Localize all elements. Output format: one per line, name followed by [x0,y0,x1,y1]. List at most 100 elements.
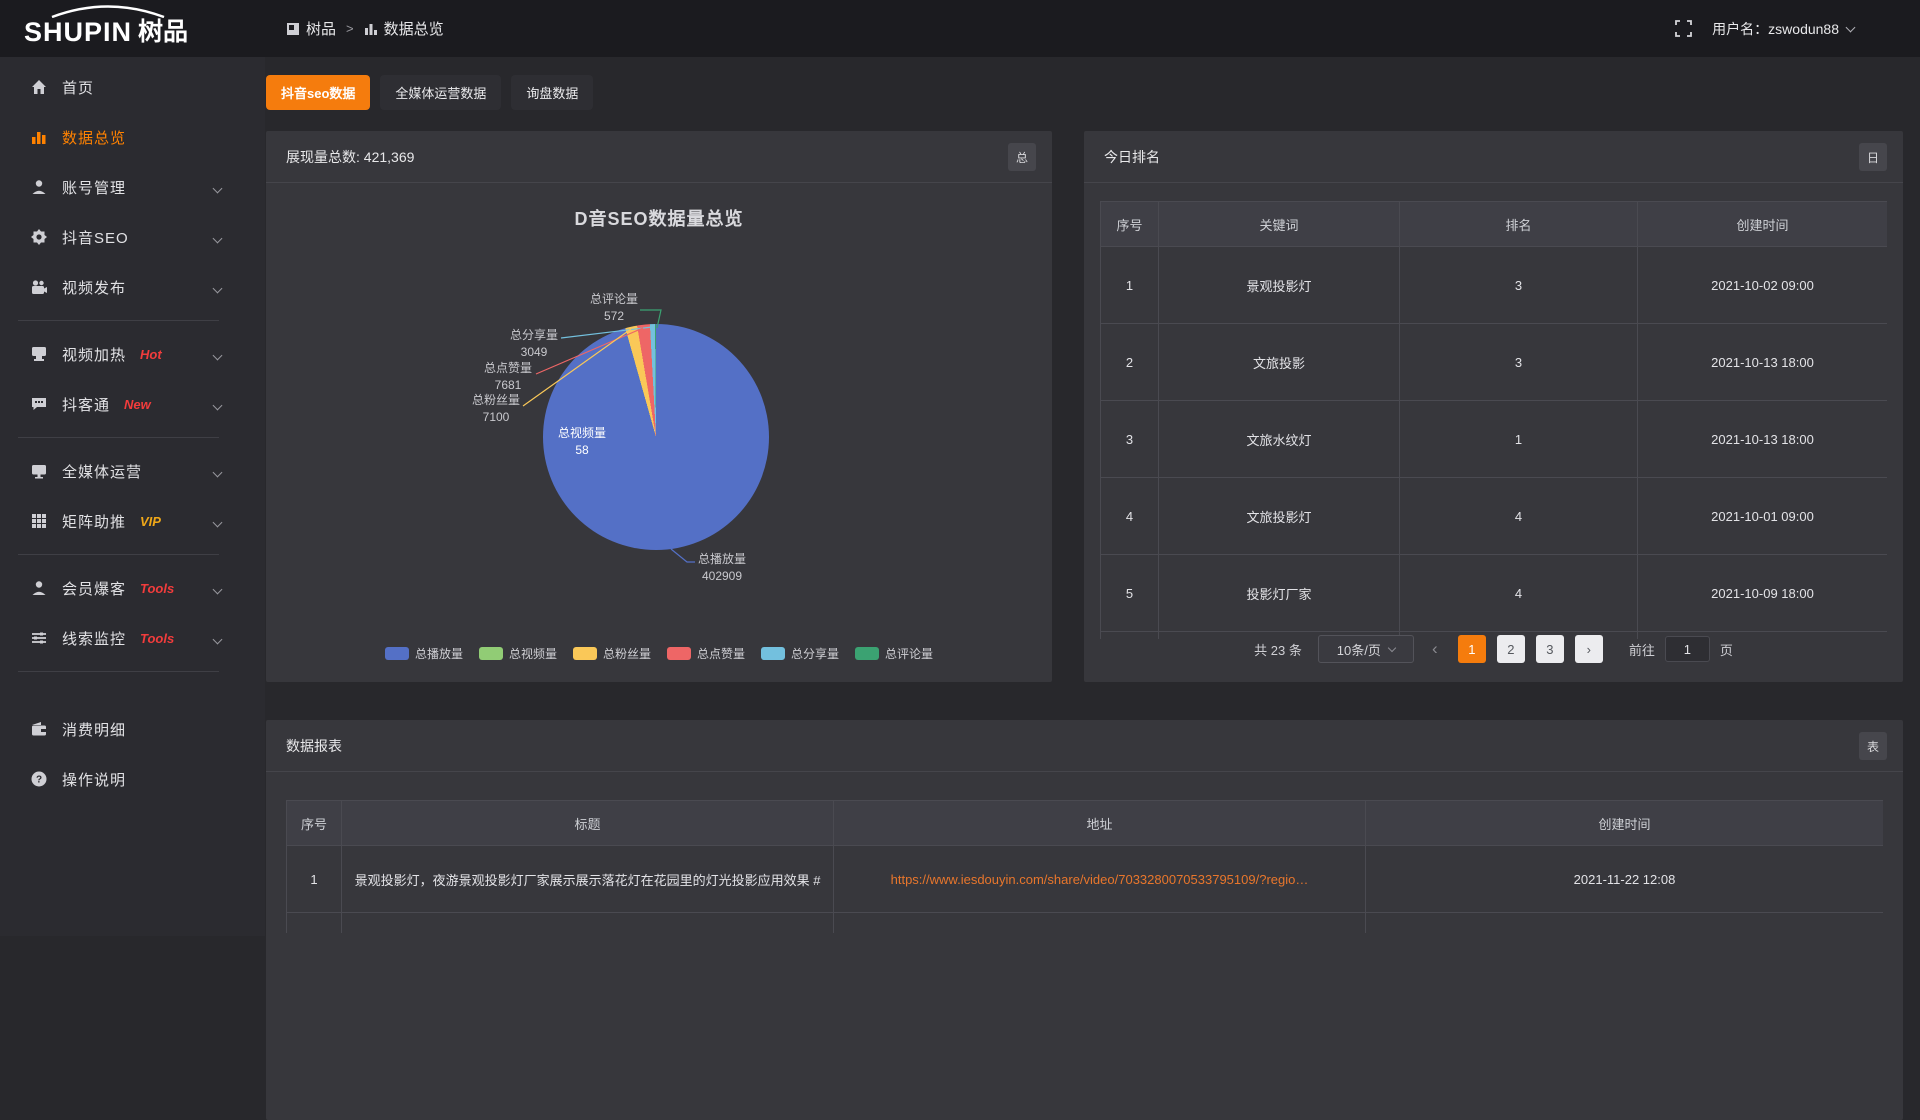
tools-badge: Tools [140,631,174,646]
breadcrumb-current: 数据总览 [384,18,444,39]
overview-panel-header: 展现量总数: 421,369 [266,131,1052,183]
fullscreen-icon[interactable] [1675,20,1692,37]
bar-chart-icon [30,129,47,146]
sidebar-item-label: 视频发布 [62,277,126,298]
pie-label-fans: 总粉丝量 7100 [456,392,536,426]
user-chevron-down-icon[interactable] [1846,22,1856,32]
sidebar-divider [18,554,219,555]
prev-page-button[interactable]: ‹ [1424,635,1446,663]
legend-item-comments[interactable]: 总评论量 [855,645,933,662]
col-rank: 排名 [1400,202,1638,247]
report-panel: 数据报表 表 序号 标题 地址 创建时间 1 景观投影灯，夜游景观投影灯厂 [266,720,1903,1120]
chevron-down-icon [213,584,223,594]
report-table-wrap: 序号 标题 地址 创建时间 1 景观投影灯，夜游景观投影灯厂家展示展示落花灯在花… [286,800,1883,933]
rank-panel-title: 今日排名 [1104,147,1160,167]
chevron-down-icon [213,467,223,477]
sidebar-item-account[interactable]: 账号管理 [0,162,265,212]
breadcrumb-root-icon [286,22,300,36]
page-button-2[interactable]: 2 [1497,635,1525,663]
impressions-total: 展现量总数: 421,369 [286,147,414,167]
tab-media-operation[interactable]: 全媒体运营数据 [380,75,501,110]
hot-badge: Hot [140,347,162,362]
legend-item-fans[interactable]: 总粉丝量 [573,645,651,662]
chart-legend: 总播放量 总视频量 总粉丝量 总点赞量 总分享量 总评论量 [266,645,1052,662]
col-index: 序号 [287,801,342,846]
tools-badge: Tools [140,581,174,596]
col-created: 创建时间 [1638,202,1888,247]
sidebar-item-label: 会员爆客 [62,578,126,599]
tab-douyin-seo[interactable]: 抖音seo数据 [266,75,370,110]
next-page-button[interactable]: › [1575,635,1603,663]
total-badge-button[interactable]: 总 [1008,143,1036,171]
col-keyword: 关键词 [1159,202,1400,247]
report-panel-title: 数据报表 [286,736,342,756]
sliders-icon [30,630,47,647]
chevron-down-icon [213,283,223,293]
data-tabs: 抖音seo数据 全媒体运营数据 询盘数据 [266,75,593,110]
sidebar-item-matrix-boost[interactable]: 矩阵助推 VIP [0,496,265,546]
vip-badge: VIP [140,514,161,529]
goto-page-input[interactable] [1665,636,1710,662]
screen-heat-icon [30,346,47,363]
chevron-down-icon [213,183,223,193]
table-header-row: 序号 关键词 排名 创建时间 [1101,202,1888,247]
sidebar-item-home[interactable]: 首页 [0,62,265,112]
select-chevron-down-icon [1388,644,1396,652]
sidebar-item-video-publish[interactable]: 视频发布 [0,262,265,312]
legend-item-shares[interactable]: 总分享量 [761,645,839,662]
home-icon [30,79,47,96]
app-logo: SHUPIN 树品 [0,0,267,57]
sidebar-item-douyin-seo[interactable]: 抖音SEO [0,212,265,262]
legend-item-plays[interactable]: 总播放量 [385,645,463,662]
pie-label-plays: 总播放量 402909 [682,551,762,585]
breadcrumb-chart-icon [364,22,378,36]
sidebar-item-label: 首页 [62,77,94,98]
sidebar-item-douketong[interactable]: 抖客通 New [0,379,265,429]
sidebar-item-data-overview[interactable]: 数据总览 [0,112,265,162]
main-content: 抖音seo数据 全媒体运营数据 询盘数据 展现量总数: 421,369 总 D音… [265,57,1920,936]
page-button-3[interactable]: 3 [1536,635,1564,663]
col-created: 创建时间 [1366,801,1884,846]
question-circle-icon: ? [30,771,47,788]
chevron-down-icon [213,517,223,527]
day-badge-button[interactable]: 日 [1859,143,1887,171]
sidebar-item-consumption[interactable]: 消费明细 [0,704,265,754]
video-link[interactable]: https://www.iesdouyin.com/share/video/70… [891,872,1309,887]
sidebar-item-media-operation[interactable]: 全媒体运营 [0,446,265,496]
pagination: 共 23 条 10条/页 ‹ 1 2 3 › 前往 页 [1100,635,1887,663]
page-button-1[interactable]: 1 [1458,635,1486,663]
chevron-down-icon [213,634,223,644]
chevron-down-icon [213,233,223,243]
video-camera-icon [30,279,47,296]
topbar-right: 用户名：zswodun88 [1675,19,1920,39]
col-url: 地址 [834,801,1366,846]
report-panel-header: 数据报表 [266,720,1903,772]
legend-item-likes[interactable]: 总点赞量 [667,645,745,662]
sidebar-divider [18,437,219,438]
table-row: 1 景观投影灯，夜游景观投影灯厂家展示展示落花灯在花园里的灯光投影应用效果 # … [287,846,1884,913]
legend-item-videos[interactable]: 总视频量 [479,645,557,662]
breadcrumb-root[interactable]: 树品 [306,18,336,39]
username-label[interactable]: 用户名：zswodun88 [1712,19,1839,39]
sidebar-item-label: 操作说明 [62,769,126,790]
sidebar-item-help[interactable]: ? 操作说明 [0,754,265,804]
top-bar: SHUPIN 树品 树品 > 数据总览 用户名：zswodun88 [0,0,1920,57]
page-size-select[interactable]: 10条/页 [1318,635,1414,663]
sidebar-item-video-heat[interactable]: 视频加热 Hot [0,329,265,379]
sidebar-divider [18,671,219,672]
sidebar-item-clue-monitor[interactable]: 线索监控 Tools [0,613,265,663]
sidebar-item-label: 抖客通 [62,394,110,415]
pie-label-videos: 总视频量 58 [542,425,622,459]
breadcrumb-separator: > [346,21,354,36]
tab-inquiry[interactable]: 询盘数据 [511,75,593,110]
pagination-total: 共 23 条 [1254,640,1302,659]
table-badge-button[interactable]: 表 [1859,732,1887,760]
sidebar-item-member[interactable]: 会员爆客 Tools [0,563,265,613]
col-index: 序号 [1101,202,1159,247]
